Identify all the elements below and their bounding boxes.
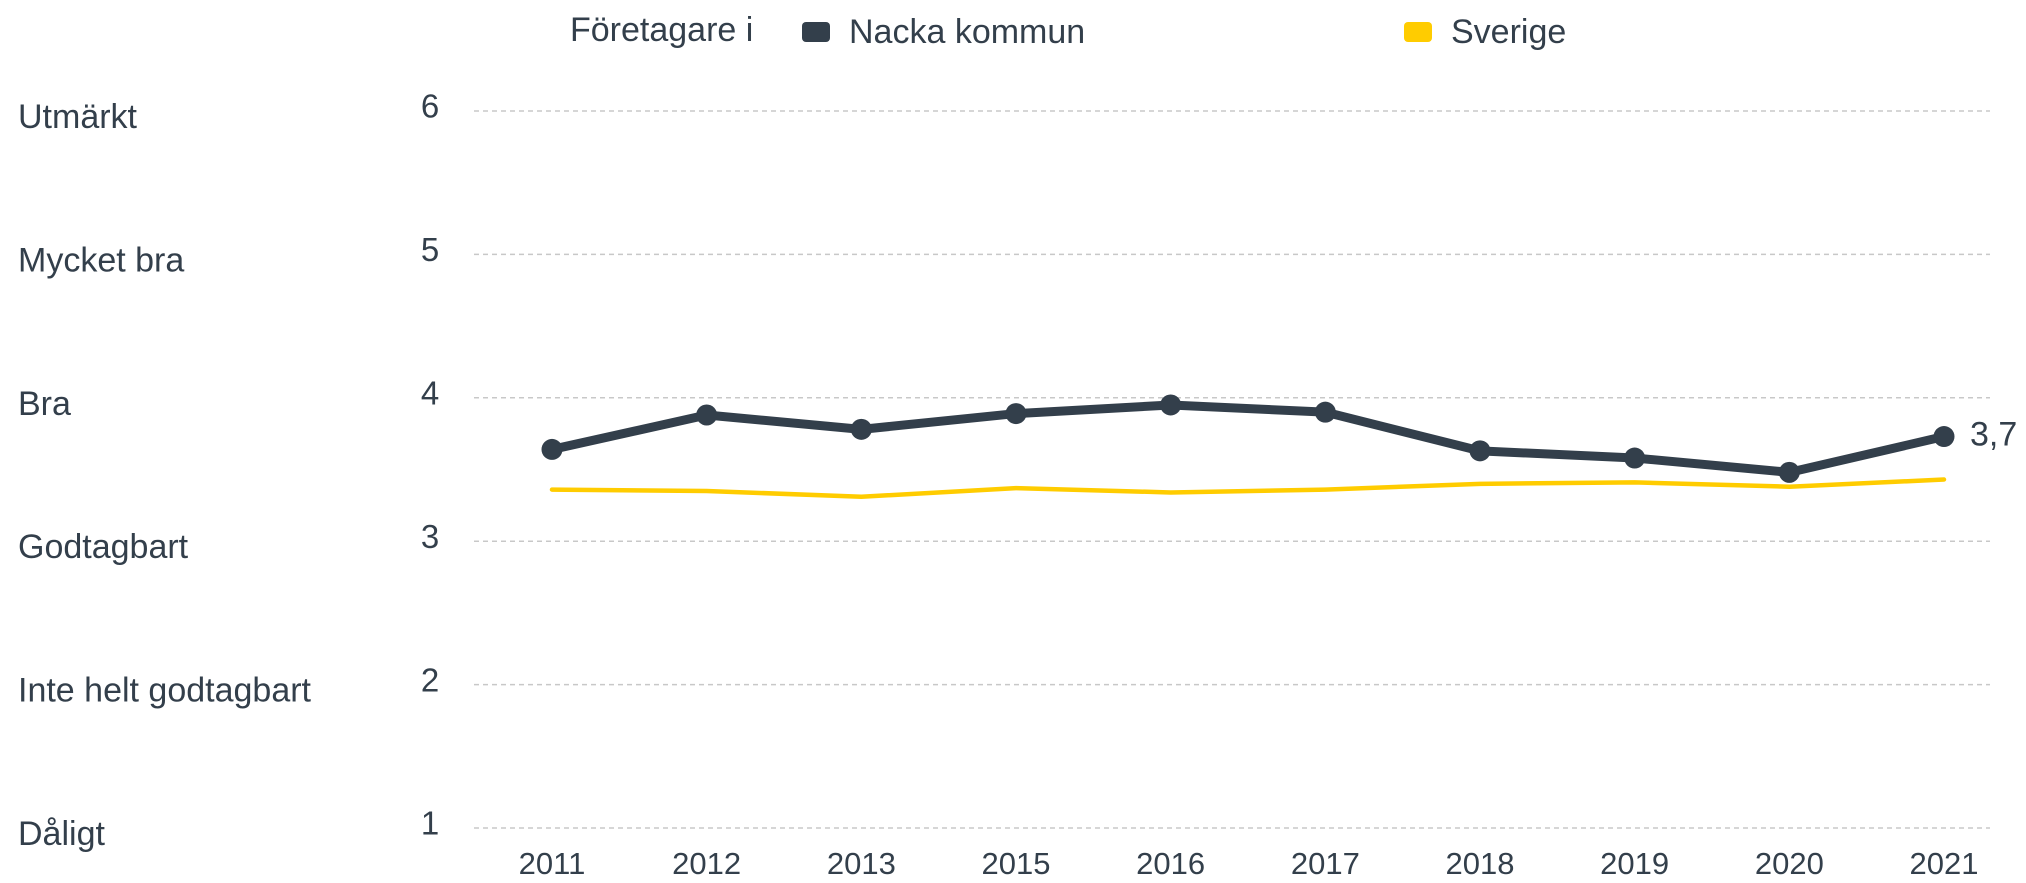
- y-tick-label: 4: [421, 375, 439, 412]
- x-tick-label: 2017: [1291, 846, 1360, 881]
- point-marker: [1933, 426, 1955, 448]
- x-tick-label: 2011: [519, 846, 586, 881]
- x-tick-label: 2019: [1600, 846, 1669, 881]
- point-marker: [1778, 461, 1800, 483]
- y-tick-label: 5: [421, 231, 439, 268]
- y-tick-label: 1: [421, 805, 439, 842]
- rating-label: Utmärkt: [18, 98, 138, 136]
- rating-label: Bra: [18, 385, 71, 423]
- legend-swatch: [802, 22, 830, 42]
- rating-label: Inte helt godtagbart: [18, 672, 312, 710]
- legend-label: Nacka kommun: [849, 13, 1085, 51]
- series-line: [549, 477, 1947, 499]
- point-marker: [850, 418, 872, 440]
- rating-label: Godtagbart: [18, 528, 189, 566]
- rating-label: Mycket bra: [18, 241, 184, 279]
- point-marker: [1469, 440, 1491, 462]
- point-marker: [1160, 394, 1182, 416]
- x-tick-label: 2018: [1446, 846, 1515, 881]
- point-marker: [1005, 403, 1027, 425]
- x-tick-label: 2020: [1755, 846, 1824, 881]
- x-tick-label: 2013: [827, 846, 896, 881]
- point-marker: [1624, 447, 1646, 469]
- rating-label: Dåligt: [18, 815, 105, 853]
- series-line: [547, 400, 1949, 477]
- y-tick-label: 3: [421, 518, 439, 555]
- y-tick-label: 2: [421, 661, 439, 698]
- point-marker: [696, 404, 718, 426]
- x-tick-label: 2015: [982, 846, 1051, 881]
- x-tick-label: 2016: [1136, 846, 1205, 881]
- legend-label: Sverige: [1451, 13, 1566, 51]
- data-label: 3,7: [1970, 416, 2017, 454]
- y-tick-label: 6: [421, 88, 439, 125]
- x-tick-label: 2012: [672, 846, 741, 881]
- point-marker: [541, 438, 563, 460]
- legend-swatch: [1404, 22, 1432, 42]
- legend-title: Företagare i: [570, 11, 753, 49]
- x-tick-label: 2021: [1910, 846, 1979, 881]
- point-marker: [1314, 401, 1336, 423]
